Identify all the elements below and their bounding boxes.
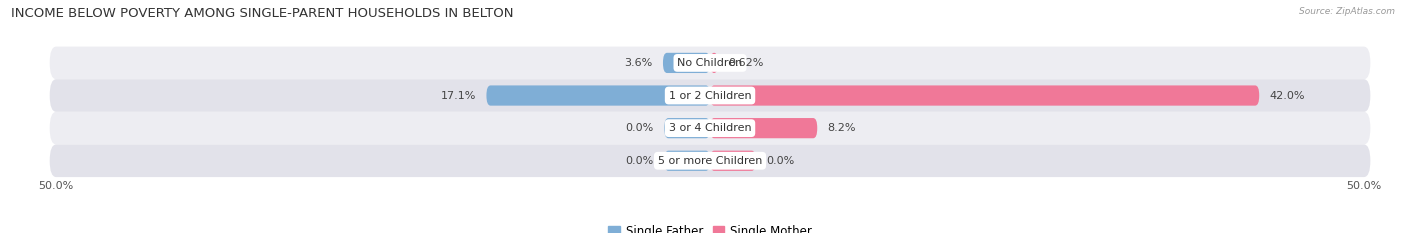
Text: 17.1%: 17.1%	[440, 91, 477, 100]
FancyBboxPatch shape	[664, 151, 710, 171]
Text: 0.62%: 0.62%	[728, 58, 763, 68]
FancyBboxPatch shape	[710, 86, 1260, 106]
Text: 0.0%: 0.0%	[766, 156, 794, 166]
Text: 3 or 4 Children: 3 or 4 Children	[669, 123, 751, 133]
FancyBboxPatch shape	[49, 112, 1371, 144]
FancyBboxPatch shape	[49, 79, 1371, 112]
FancyBboxPatch shape	[664, 53, 710, 73]
Text: INCOME BELOW POVERTY AMONG SINGLE-PARENT HOUSEHOLDS IN BELTON: INCOME BELOW POVERTY AMONG SINGLE-PARENT…	[11, 7, 513, 20]
Text: 3.6%: 3.6%	[624, 58, 652, 68]
Text: Source: ZipAtlas.com: Source: ZipAtlas.com	[1299, 7, 1395, 16]
FancyBboxPatch shape	[710, 53, 718, 73]
FancyBboxPatch shape	[664, 118, 710, 138]
Legend: Single Father, Single Mother: Single Father, Single Mother	[603, 220, 817, 233]
Text: 42.0%: 42.0%	[1270, 91, 1305, 100]
Text: 8.2%: 8.2%	[828, 123, 856, 133]
FancyBboxPatch shape	[710, 151, 756, 171]
Text: 5 or more Children: 5 or more Children	[658, 156, 762, 166]
Text: 0.0%: 0.0%	[626, 156, 654, 166]
Text: No Children: No Children	[678, 58, 742, 68]
Text: 0.0%: 0.0%	[626, 123, 654, 133]
Text: 1 or 2 Children: 1 or 2 Children	[669, 91, 751, 100]
FancyBboxPatch shape	[486, 86, 710, 106]
FancyBboxPatch shape	[710, 118, 817, 138]
FancyBboxPatch shape	[49, 47, 1371, 79]
FancyBboxPatch shape	[49, 144, 1371, 177]
